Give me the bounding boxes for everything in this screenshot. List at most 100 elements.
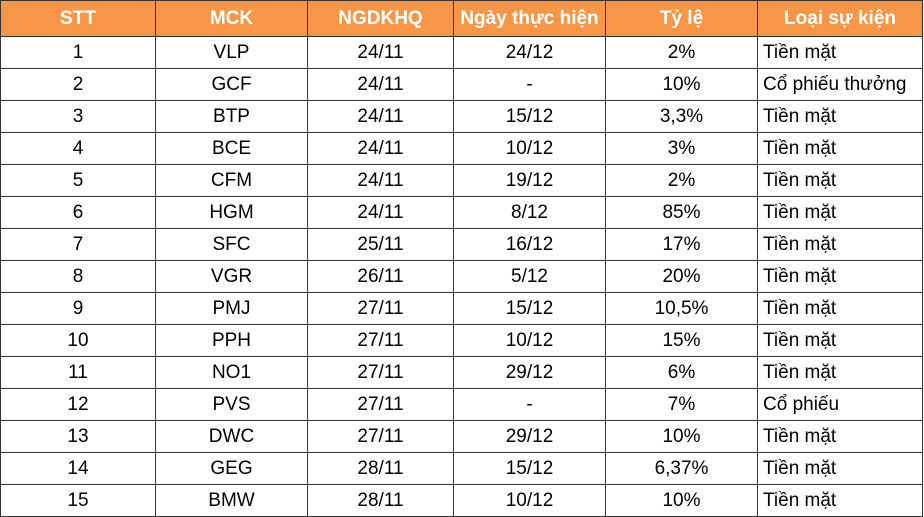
table-row: 1 VLP 24/11 24/12 2% Tiền mặt bbox=[0, 36, 923, 69]
table-cell: 20% bbox=[605, 260, 758, 293]
table-cell: 24/11 bbox=[307, 36, 454, 69]
table-cell: BTP bbox=[155, 100, 308, 133]
table-cell: Cổ phiếu thưởng bbox=[757, 68, 923, 101]
table-row: 15 BMW 28/11 10/12 10% Tiền mặt bbox=[0, 484, 923, 517]
table-cell: 13 bbox=[0, 420, 156, 453]
table-cell: 27/11 bbox=[307, 420, 454, 453]
table-cell: 7 bbox=[0, 228, 156, 261]
table-cell: PMJ bbox=[155, 292, 308, 325]
table-row: 9 PMJ 27/11 15/12 10,5% Tiền mặt bbox=[0, 292, 923, 325]
table-cell: 10% bbox=[605, 68, 758, 101]
table-row: 6 HGM 24/11 8/12 85% Tiền mặt bbox=[0, 196, 923, 229]
table-cell: SFC bbox=[155, 228, 308, 261]
table-cell: 6 bbox=[0, 196, 156, 229]
table-cell: HGM bbox=[155, 196, 308, 229]
header-cell: MCK bbox=[155, 0, 308, 37]
table-cell: 24/11 bbox=[307, 68, 454, 101]
table-cell: 28/11 bbox=[307, 452, 454, 485]
table-cell: Tiền mặt bbox=[757, 132, 923, 165]
table-cell: Tiền mặt bbox=[757, 292, 923, 325]
table-row: 7 SFC 25/11 16/12 17% Tiền mặt bbox=[0, 228, 923, 261]
table-cell: 29/12 bbox=[453, 420, 606, 453]
table-cell: 26/11 bbox=[307, 260, 454, 293]
table-cell: 10% bbox=[605, 484, 758, 517]
table-cell: Tiền mặt bbox=[757, 36, 923, 69]
table-cell: GEG bbox=[155, 452, 308, 485]
table-cell: 29/12 bbox=[453, 356, 606, 389]
table-cell: 10/12 bbox=[453, 484, 606, 517]
table-cell: 6% bbox=[605, 356, 758, 389]
header-cell: Ngày thực hiện bbox=[453, 0, 606, 37]
table-cell: 10/12 bbox=[453, 132, 606, 165]
table-cell: 24/11 bbox=[307, 164, 454, 197]
table-cell: 3,3% bbox=[605, 100, 758, 133]
table-cell: 24/12 bbox=[453, 36, 606, 69]
table-cell: CFM bbox=[155, 164, 308, 197]
table-cell: 8/12 bbox=[453, 196, 606, 229]
table-cell: 19/12 bbox=[453, 164, 606, 197]
table-cell: 7% bbox=[605, 388, 758, 421]
table-cell: BMW bbox=[155, 484, 308, 517]
table-cell: 10% bbox=[605, 420, 758, 453]
table-cell: 24/11 bbox=[307, 100, 454, 133]
table-cell: 5/12 bbox=[453, 260, 606, 293]
table-row: 12 PVS 27/11-7% Cổ phiếu bbox=[0, 388, 923, 421]
table-cell: BCE bbox=[155, 132, 308, 165]
table-cell: Tiền mặt bbox=[757, 324, 923, 357]
table-cell: 24/11 bbox=[307, 196, 454, 229]
table-cell: 4 bbox=[0, 132, 156, 165]
table-row: 14 GEG 28/11 15/12 6,37% Tiền mặt bbox=[0, 452, 923, 485]
table-cell: GCF bbox=[155, 68, 308, 101]
table-cell: 12 bbox=[0, 388, 156, 421]
table-cell: PPH bbox=[155, 324, 308, 357]
table-cell: 2% bbox=[605, 164, 758, 197]
table-cell: 15/12 bbox=[453, 100, 606, 133]
table-cell: 8 bbox=[0, 260, 156, 293]
table-cell: 15/12 bbox=[453, 452, 606, 485]
table-cell: Tiền mặt bbox=[757, 420, 923, 453]
table-cell: 15 bbox=[0, 484, 156, 517]
table-row: 4 BCE 24/11 10/12 3% Tiền mặt bbox=[0, 132, 923, 165]
table-cell: 1 bbox=[0, 36, 156, 69]
header-cell: Tỷ lệ bbox=[605, 0, 758, 37]
table-cell: VGR bbox=[155, 260, 308, 293]
table-cell: 24/11 bbox=[307, 132, 454, 165]
table-cell: Tiền mặt bbox=[757, 484, 923, 517]
header-cell: NGDKHQ bbox=[307, 0, 454, 37]
table-row: 10 PPH 27/11 10/12 15% Tiền mặt bbox=[0, 324, 923, 357]
table-cell: 3% bbox=[605, 132, 758, 165]
table-row: 13 DWC 27/11 29/12 10% Tiền mặt bbox=[0, 420, 923, 453]
table-row: 11 NO1 27/11 29/12 6% Tiền mặt bbox=[0, 356, 923, 389]
table-cell: 25/11 bbox=[307, 228, 454, 261]
table-cell: 27/11 bbox=[307, 356, 454, 389]
header-row: STT MCK NGDKHQ Ngày thực hiện Tỷ lệ Loại sự k… bbox=[0, 0, 923, 37]
table-cell: 3 bbox=[0, 100, 156, 133]
table-cell: 14 bbox=[0, 452, 156, 485]
table-cell: 16/12 bbox=[453, 228, 606, 261]
table-cell: 85% bbox=[605, 196, 758, 229]
table-cell: 10,5% bbox=[605, 292, 758, 325]
table-cell: 27/11 bbox=[307, 292, 454, 325]
table-cell: Tiền mặt bbox=[757, 164, 923, 197]
table-cell: Tiền mặt bbox=[757, 100, 923, 133]
table-cell: Tiền mặt bbox=[757, 356, 923, 389]
table-cell: Tiền mặt bbox=[757, 196, 923, 229]
header-cell: STT bbox=[0, 0, 156, 37]
table-cell: NO1 bbox=[155, 356, 308, 389]
table-cell: 10/12 bbox=[453, 324, 606, 357]
table-row: 3 BTP 24/11 15/12 3,3% Tiền mặt bbox=[0, 100, 923, 133]
table-cell: Tiền mặt bbox=[757, 452, 923, 485]
table-cell: 15/12 bbox=[453, 292, 606, 325]
table-cell: - bbox=[453, 68, 606, 101]
table-cell: 5 bbox=[0, 164, 156, 197]
table-cell: - bbox=[453, 388, 606, 421]
table-cell: Tiền mặt bbox=[757, 228, 923, 261]
table-head: STT MCK NGDKHQ Ngày thực hiện Tỷ lệ Loại sự k… bbox=[0, 0, 923, 37]
table-cell: Tiền mặt bbox=[757, 260, 923, 293]
table-cell: 27/11 bbox=[307, 388, 454, 421]
table-row: 8 VGR 26/11 5/12 20% Tiền mặt bbox=[0, 260, 923, 293]
table-cell: 6,37% bbox=[605, 452, 758, 485]
table-cell: VLP bbox=[155, 36, 308, 69]
